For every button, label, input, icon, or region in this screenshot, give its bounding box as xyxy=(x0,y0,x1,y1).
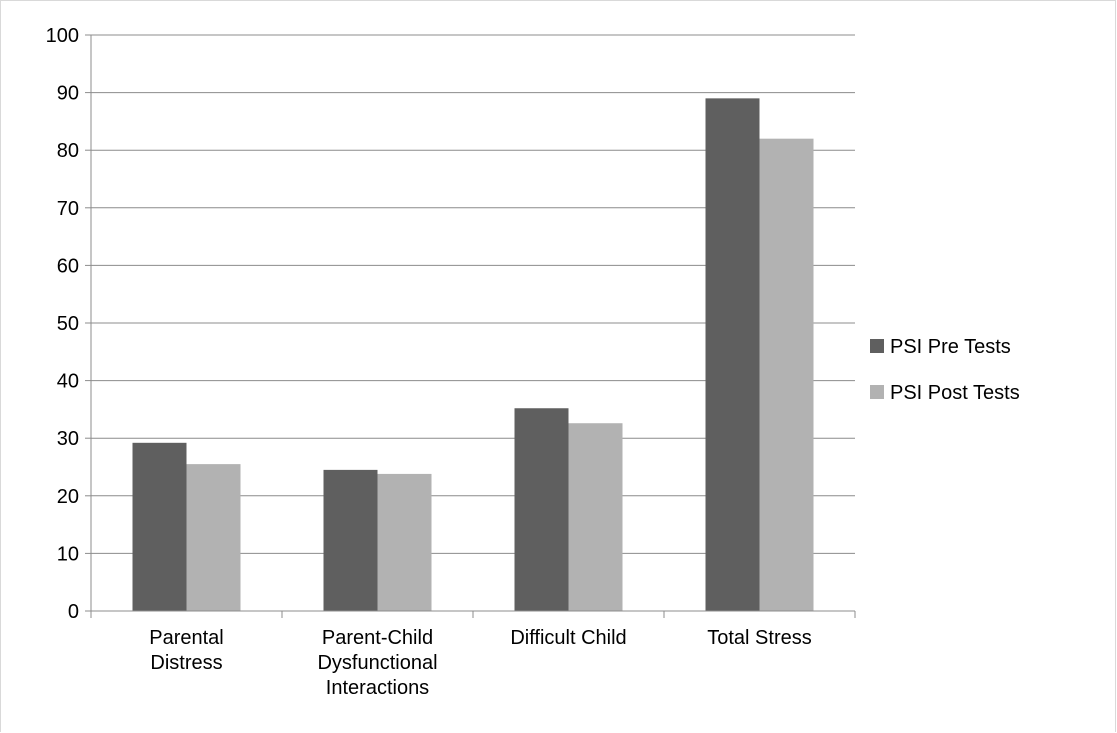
bar xyxy=(705,98,760,612)
legend-label: PSI Pre Tests xyxy=(890,336,1011,358)
y-tick-label: 20 xyxy=(57,486,79,508)
x-category-label-line: Distress xyxy=(150,652,222,674)
y-tick-label: 100 xyxy=(46,25,79,47)
axes xyxy=(85,34,856,618)
bars xyxy=(132,98,814,612)
bar xyxy=(377,473,432,611)
x-category-label-line: Dysfunctional xyxy=(317,652,437,674)
y-tick-label: 70 xyxy=(57,198,79,220)
x-category-label-line: Difficult Child xyxy=(510,627,626,649)
y-tick-label: 30 xyxy=(57,428,79,450)
x-category-labels: Parental Distress Parent-Child Dysfunctiona… xyxy=(149,627,811,699)
x-category-label: Difficult Child xyxy=(510,627,626,649)
y-tick-label: 40 xyxy=(57,371,79,393)
y-tick-label: 80 xyxy=(57,140,79,162)
bar xyxy=(323,469,378,611)
y-tick-label: 50 xyxy=(57,313,79,335)
legend-swatch xyxy=(870,385,884,399)
x-category-label: Parent-Child Dysfunctional Interactions xyxy=(317,627,437,699)
y-tick-label: 0 xyxy=(68,601,79,623)
x-category-label: Parental Distress xyxy=(149,627,224,674)
y-tick-labels: 0 10 20 30 40 50 60 70 80 90 100 xyxy=(46,25,79,623)
x-category-label: Total Stress xyxy=(707,627,811,649)
x-category-label-line: Parent-Child xyxy=(322,627,433,649)
x-category-label-line: Parental xyxy=(149,627,224,649)
bar xyxy=(132,442,187,611)
bar xyxy=(186,464,241,611)
y-tick-label: 10 xyxy=(57,543,79,565)
y-tick-label: 60 xyxy=(57,255,79,277)
bar xyxy=(514,408,569,611)
bar xyxy=(759,138,814,611)
legend-label: PSI Post Tests xyxy=(890,382,1020,404)
x-category-label-line: Interactions xyxy=(326,677,429,699)
y-tick-label: 90 xyxy=(57,83,79,105)
x-category-label-line: Total Stress xyxy=(707,627,811,649)
legend-swatch xyxy=(870,339,884,353)
bar xyxy=(568,423,623,611)
legend: PSI Pre Tests PSI Post Tests xyxy=(870,336,1020,404)
